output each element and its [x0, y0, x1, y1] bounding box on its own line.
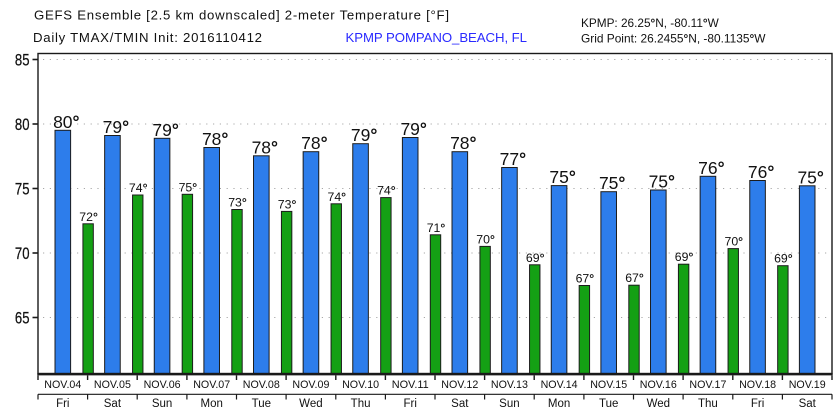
- svg-text:NOV.15: NOV.15: [590, 379, 627, 391]
- svg-text:Sat: Sat: [451, 398, 469, 410]
- svg-text:80°: 80°: [53, 112, 79, 132]
- svg-text:Sun: Sun: [152, 398, 172, 410]
- svg-text:Grid Point: 26.2455°N, -80.113: Grid Point: 26.2455°N, -80.1135°W: [581, 31, 766, 45]
- svg-text:KPMP POMPANO_BEACH, FL: KPMP POMPANO_BEACH, FL: [346, 30, 528, 45]
- svg-text:NOV.17: NOV.17: [689, 379, 726, 391]
- svg-text:Sat: Sat: [104, 398, 122, 410]
- svg-text:Mon: Mon: [201, 398, 223, 410]
- svg-text:NOV.10: NOV.10: [342, 379, 379, 391]
- svg-text:NOV.08: NOV.08: [243, 379, 280, 391]
- svg-text:NOV.06: NOV.06: [144, 379, 181, 391]
- svg-text:Wed: Wed: [299, 398, 322, 410]
- svg-text:NOV.18: NOV.18: [739, 379, 776, 391]
- svg-text:69°: 69°: [675, 250, 694, 264]
- svg-text:74°: 74°: [327, 190, 346, 204]
- svg-text:65: 65: [15, 309, 30, 328]
- svg-text:72°: 72°: [79, 210, 98, 224]
- svg-text:75°: 75°: [599, 173, 625, 193]
- svg-text:Wed: Wed: [647, 398, 670, 410]
- svg-text:78°: 78°: [202, 129, 228, 149]
- svg-text:75°: 75°: [549, 167, 575, 187]
- svg-text:Daily TMAX/TMIN Init: 20161104: Daily TMAX/TMIN Init: 2016110412: [33, 30, 262, 45]
- svg-text:79°: 79°: [152, 120, 178, 140]
- svg-text:Fri: Fri: [751, 398, 764, 410]
- svg-text:69°: 69°: [774, 252, 793, 266]
- svg-text:75°: 75°: [649, 172, 675, 192]
- svg-text:67°: 67°: [625, 271, 644, 285]
- svg-text:75°: 75°: [797, 167, 823, 187]
- svg-text:75: 75: [15, 180, 30, 199]
- svg-text:70°: 70°: [476, 232, 495, 246]
- svg-text:Mon: Mon: [548, 398, 570, 410]
- svg-text:Tue: Tue: [252, 398, 271, 410]
- svg-text:73°: 73°: [228, 196, 247, 210]
- svg-text:79°: 79°: [103, 117, 129, 137]
- svg-text:NOV.04: NOV.04: [44, 379, 81, 391]
- svg-text:NOV.16: NOV.16: [640, 379, 677, 391]
- svg-text:NOV.13: NOV.13: [491, 379, 528, 391]
- svg-text:74°: 74°: [129, 181, 148, 195]
- svg-text:NOV.12: NOV.12: [441, 379, 478, 391]
- svg-text:Sat: Sat: [799, 398, 817, 410]
- svg-text:77°: 77°: [500, 149, 526, 169]
- svg-text:75°: 75°: [179, 180, 198, 194]
- svg-text:78°: 78°: [450, 133, 476, 153]
- svg-text:GEFS Ensemble [2.5 km downscal: GEFS Ensemble [2.5 km downscaled] 2-mete…: [34, 8, 449, 23]
- svg-text:NOV.11: NOV.11: [392, 379, 429, 391]
- svg-text:76°: 76°: [748, 162, 774, 182]
- svg-text:70: 70: [15, 244, 30, 263]
- svg-text:76°: 76°: [698, 158, 724, 178]
- svg-text:85: 85: [15, 51, 30, 70]
- svg-text:Tue: Tue: [599, 398, 618, 410]
- svg-text:69°: 69°: [526, 251, 545, 265]
- svg-text:NOV.07: NOV.07: [193, 379, 230, 391]
- svg-text:79°: 79°: [351, 125, 377, 145]
- svg-text:Fri: Fri: [56, 398, 69, 410]
- svg-text:74°: 74°: [377, 184, 396, 198]
- svg-text:Thu: Thu: [698, 398, 718, 410]
- svg-text:79°: 79°: [400, 119, 426, 139]
- svg-text:Thu: Thu: [351, 398, 371, 410]
- svg-text:70°: 70°: [724, 235, 743, 249]
- svg-text:71°: 71°: [427, 221, 446, 235]
- svg-text:NOV.19: NOV.19: [789, 379, 826, 391]
- svg-text:Sun: Sun: [499, 398, 519, 410]
- svg-text:67°: 67°: [576, 272, 595, 286]
- svg-text:NOV.09: NOV.09: [292, 379, 329, 391]
- svg-text:80: 80: [15, 115, 30, 134]
- svg-text:KPMP: 26.25°N, -80.11°W: KPMP: 26.25°N, -80.11°W: [581, 16, 720, 30]
- svg-text:NOV.14: NOV.14: [541, 379, 578, 391]
- svg-text:78°: 78°: [252, 137, 278, 157]
- svg-text:78°: 78°: [301, 133, 327, 153]
- svg-text:73°: 73°: [278, 197, 297, 211]
- svg-text:Fri: Fri: [403, 398, 416, 410]
- svg-text:NOV.05: NOV.05: [94, 379, 131, 391]
